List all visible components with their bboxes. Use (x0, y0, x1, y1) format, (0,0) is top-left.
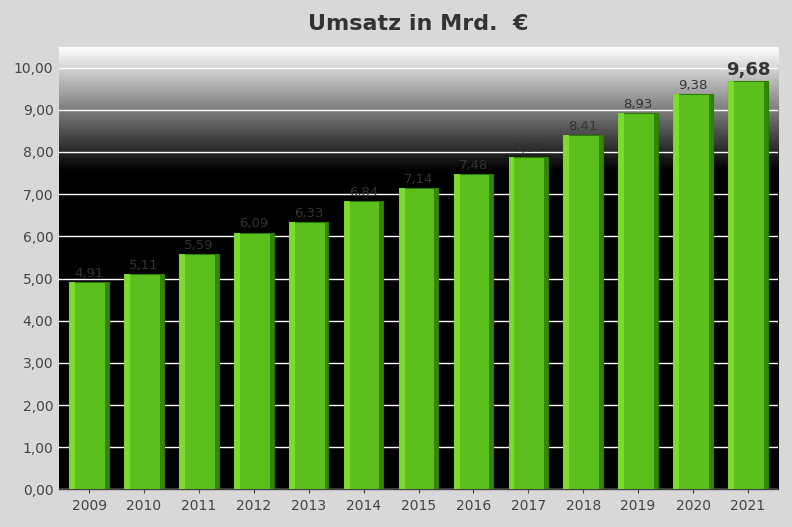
Bar (379, 201, 383, 490)
Text: 7,48: 7,48 (459, 159, 488, 172)
Bar (434, 188, 438, 490)
Bar (454, 174, 459, 490)
Text: 6,33: 6,33 (294, 207, 323, 220)
Bar (234, 232, 273, 490)
Bar (289, 222, 329, 490)
Bar (124, 274, 130, 490)
Bar (325, 222, 329, 490)
Text: 4,91: 4,91 (74, 267, 104, 280)
Bar (673, 94, 680, 490)
Bar (234, 232, 240, 490)
Bar (508, 158, 548, 490)
Text: 5,59: 5,59 (185, 239, 214, 251)
Bar (489, 174, 493, 490)
Bar (344, 201, 383, 490)
Bar (654, 113, 658, 490)
Text: 8,41: 8,41 (569, 120, 598, 133)
Text: 8,93: 8,93 (623, 97, 653, 111)
Bar (673, 94, 713, 490)
Bar (344, 201, 350, 490)
Bar (508, 158, 515, 490)
Bar (454, 174, 493, 490)
Bar (70, 282, 109, 490)
Bar (179, 253, 185, 490)
Bar (269, 232, 273, 490)
Bar (160, 274, 164, 490)
Text: 9,68: 9,68 (725, 61, 770, 79)
Text: 7,14: 7,14 (404, 173, 433, 186)
Bar (599, 135, 603, 490)
Text: 9,38: 9,38 (678, 79, 708, 92)
Bar (709, 94, 713, 490)
Bar (763, 81, 767, 490)
Bar (179, 253, 219, 490)
Bar (398, 188, 438, 490)
Title: Umsatz in Mrd.  €: Umsatz in Mrd. € (308, 14, 529, 34)
Bar (728, 81, 734, 490)
Bar (619, 113, 624, 490)
Bar (563, 135, 603, 490)
Bar (563, 135, 569, 490)
Bar (289, 222, 295, 490)
Bar (124, 274, 164, 490)
Bar (619, 113, 658, 490)
Bar (105, 282, 109, 490)
Text: 6,84: 6,84 (349, 186, 379, 199)
Text: 6,09: 6,09 (239, 218, 268, 230)
Text: 7,87: 7,87 (513, 142, 543, 155)
Bar (398, 188, 405, 490)
Bar (70, 282, 75, 490)
Bar (215, 253, 219, 490)
Bar (728, 81, 767, 490)
Text: 5,11: 5,11 (129, 259, 159, 272)
Bar (544, 158, 548, 490)
